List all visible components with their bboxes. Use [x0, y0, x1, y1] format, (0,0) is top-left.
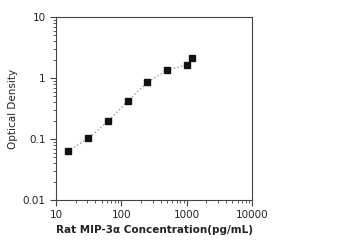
X-axis label: Rat MIP-3α Concentration(pg/mL): Rat MIP-3α Concentration(pg/mL)	[56, 225, 252, 235]
Y-axis label: Optical Density: Optical Density	[8, 69, 19, 149]
